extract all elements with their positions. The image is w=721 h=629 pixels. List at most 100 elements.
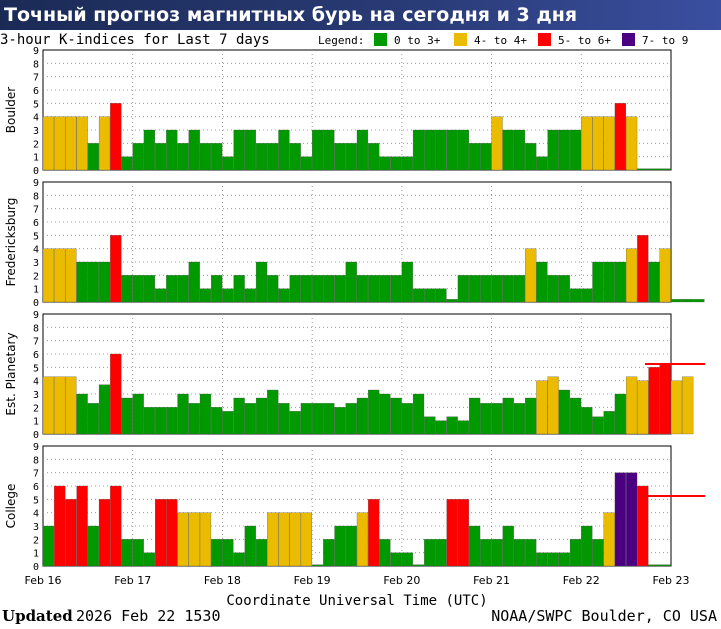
k-bar: [491, 403, 503, 435]
k-bar: [659, 564, 671, 567]
k-bar: [311, 564, 324, 567]
k-bar: [166, 499, 178, 567]
k-bar: [311, 129, 324, 171]
k-bar: [255, 539, 268, 567]
k-bar: [233, 275, 245, 303]
legend-label: Legend:: [318, 34, 364, 47]
panel-name-label: Fredericksburg: [4, 198, 18, 287]
k-bar: [603, 116, 615, 171]
k-bar: [412, 288, 425, 303]
k-bar: [457, 499, 469, 567]
k-bar: [547, 376, 559, 435]
y-tick-label: 5: [33, 495, 39, 506]
k-bar: [65, 116, 77, 171]
k-bar: [87, 403, 99, 435]
k-bar: [222, 411, 234, 435]
k-bar: [233, 397, 245, 435]
k-bar: [682, 299, 694, 303]
k-bar: [188, 512, 200, 567]
k-bar: [110, 353, 122, 435]
k-bar: [614, 393, 626, 435]
k-bar: [670, 380, 683, 435]
y-tick-label: 4: [33, 509, 39, 520]
y-tick-label: 6: [33, 86, 39, 97]
k-bar: [648, 564, 660, 567]
k-bar: [592, 261, 604, 303]
y-tick-label: 0: [33, 430, 39, 441]
k-bar: [468, 275, 481, 303]
k-bar: [177, 393, 189, 435]
legend-item-4: 7- to 9: [642, 34, 688, 47]
k-bar: [637, 380, 649, 435]
k-bar: [446, 416, 458, 435]
k-bar: [42, 525, 55, 567]
k-bar: [267, 512, 279, 567]
k-bar: [267, 143, 279, 171]
k-bar: [255, 397, 268, 435]
k-bar: [435, 288, 447, 303]
k-bar: [154, 407, 167, 435]
y-tick-label: 1: [33, 417, 39, 428]
k-bar: [491, 539, 503, 567]
k-bar: [54, 485, 66, 567]
k-bar: [334, 143, 346, 171]
k-bar: [211, 407, 223, 435]
x-tick-label: Feb 16: [25, 574, 62, 587]
k-bar: [199, 512, 212, 567]
k-bar: [379, 539, 391, 567]
k-bar: [278, 129, 290, 171]
k-bar: [300, 403, 312, 435]
k-bar: [581, 116, 593, 171]
k-bar: [424, 288, 436, 303]
k-bar: [278, 512, 290, 567]
k-bar: [65, 499, 77, 567]
legend-item-2: 4- to 4+: [474, 34, 527, 47]
k-bar: [525, 248, 537, 303]
k-bar: [300, 275, 312, 303]
y-tick-label: 8: [33, 191, 39, 202]
k-bar: [289, 275, 301, 303]
k-bar: [614, 472, 626, 567]
k-bar: [345, 403, 357, 435]
k-bar: [457, 420, 469, 435]
k-bar: [289, 411, 301, 435]
k-bar: [98, 384, 111, 435]
k-bar: [143, 552, 155, 567]
k-bar: [637, 235, 649, 303]
k-bar: [278, 403, 290, 435]
k-bar: [513, 403, 526, 435]
k-bar: [121, 156, 133, 171]
k-bar: [368, 143, 380, 171]
k-bar: [569, 129, 582, 171]
k-bar: [311, 275, 324, 303]
k-bar: [502, 525, 514, 567]
y-tick-label: 7: [33, 337, 39, 348]
k-bar: [581, 288, 593, 303]
k-bar: [547, 275, 559, 303]
y-tick-label: 4: [33, 245, 39, 256]
k-bar: [42, 248, 55, 303]
k-bar: [199, 143, 212, 171]
y-tick-label: 0: [33, 166, 39, 177]
banner-title: Точный прогноз магнитных бурь на сегодня…: [4, 4, 578, 26]
k-bar: [435, 129, 447, 171]
k-bar: [525, 539, 537, 567]
k-bar: [199, 288, 212, 303]
panel-name-label: College: [4, 484, 18, 529]
k-bar: [558, 389, 570, 435]
k-bar: [424, 539, 436, 567]
k-bar: [211, 275, 223, 303]
k-bar: [65, 248, 77, 303]
k-bar: [625, 376, 638, 435]
k-bar: [558, 275, 570, 303]
k-bar: [491, 275, 503, 303]
page-banner: Точный прогноз магнитных бурь на сегодня…: [0, 0, 721, 30]
k-bar: [659, 248, 671, 303]
k-bar: [132, 539, 144, 567]
k-bar: [424, 416, 436, 435]
k-bar: [637, 485, 649, 567]
y-tick-label: 6: [33, 218, 39, 229]
y-tick-label: 2: [33, 535, 39, 546]
k-bar: [222, 288, 234, 303]
k-bar: [525, 397, 537, 435]
